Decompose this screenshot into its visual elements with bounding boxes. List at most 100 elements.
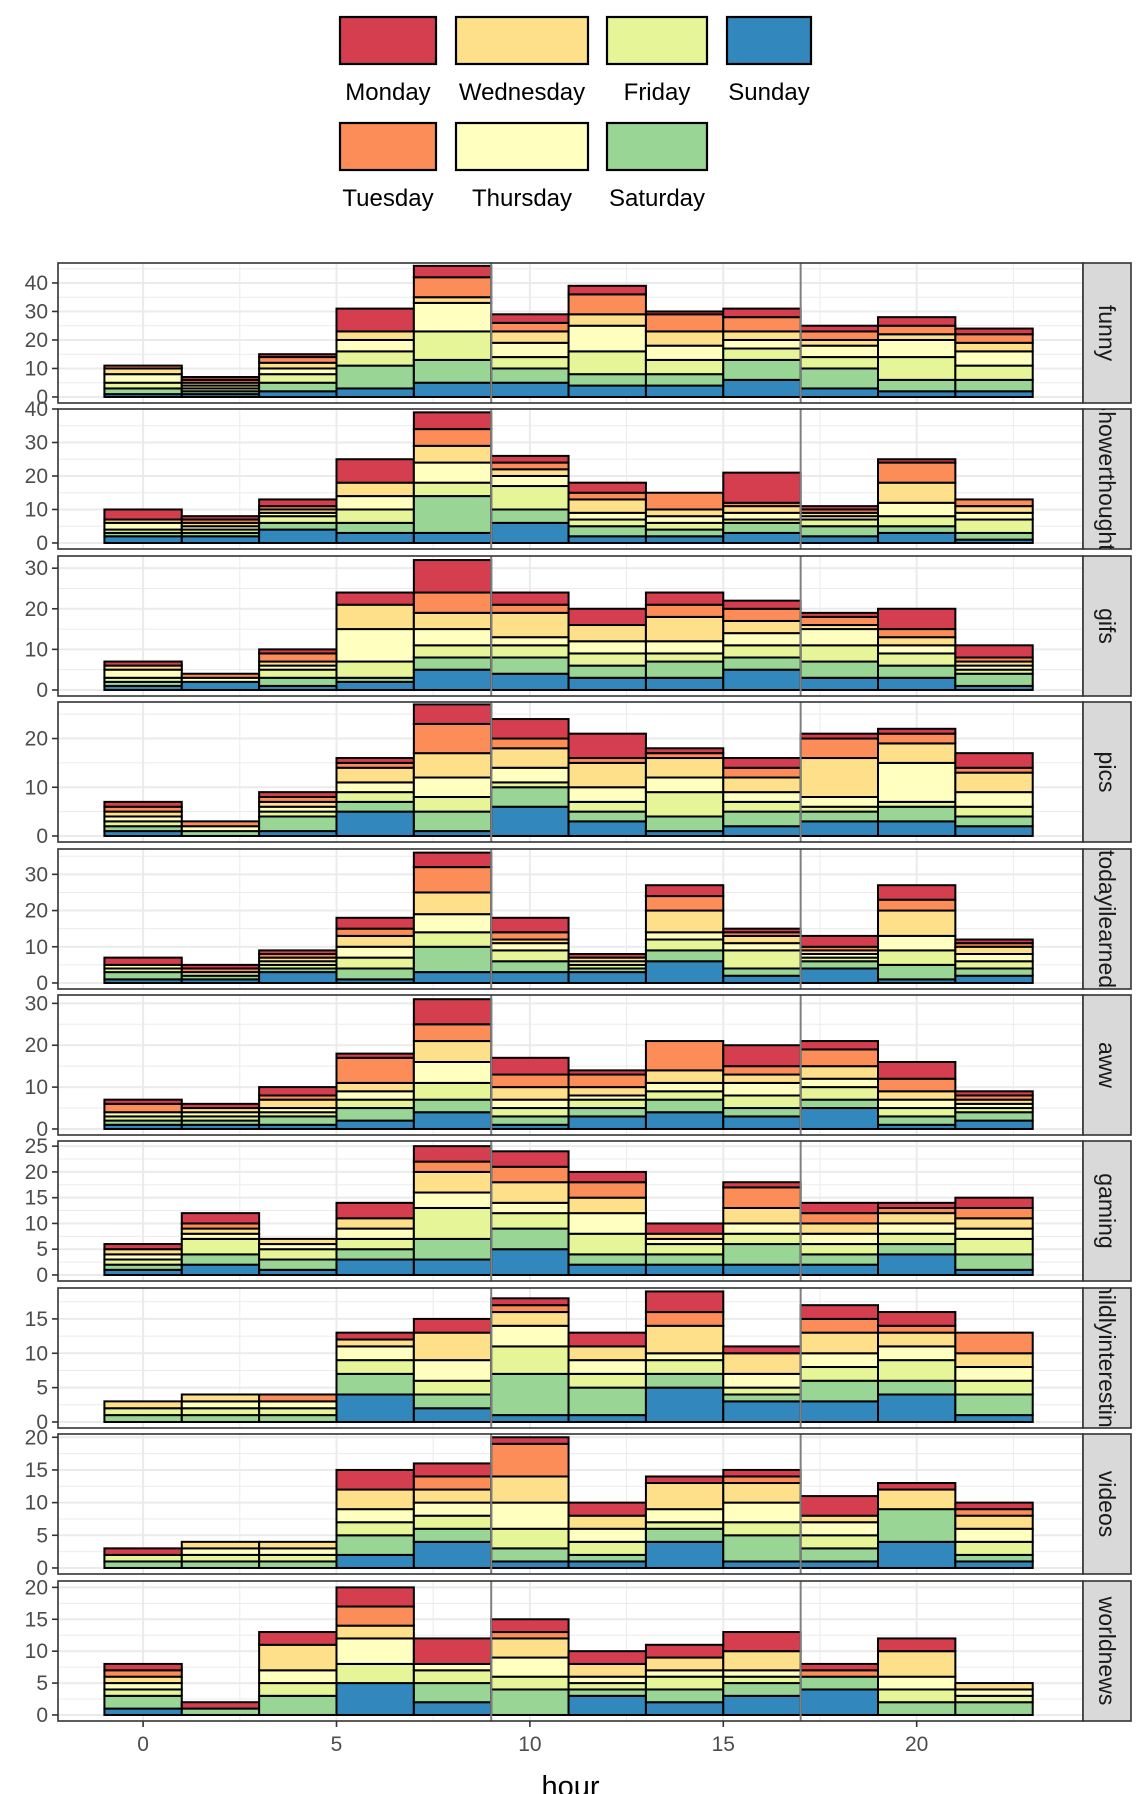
bar-showerthoughts-wednesday-h14 <box>644 508 725 518</box>
bar-showerthoughts-sunday-h2 <box>180 535 261 544</box>
bar-funny-friday-h14 <box>644 358 725 376</box>
bar-gaming-sunday-h20 <box>877 1253 957 1276</box>
bar-todayilearned-wednesday-h16 <box>722 934 802 945</box>
bar-todayilearned-monday-h0 <box>103 956 183 966</box>
bar-mildlyinteresting-wednesday-h16 <box>722 1352 802 1375</box>
x-tick-label: 20 <box>905 1733 928 1756</box>
strip-label-worldnews: worldnews <box>1094 1596 1120 1706</box>
bar-aww-sunday-h12 <box>567 1115 647 1130</box>
y-tick-label: 10 <box>25 1342 48 1365</box>
bar-gifs-tuesday-h16 <box>722 607 802 622</box>
bar-showerthoughts-sunday-h18 <box>799 535 879 544</box>
bar-aww-saturday-h12 <box>567 1107 647 1118</box>
bar-funny-saturday-h6 <box>335 364 415 390</box>
bar-videos-wednesday-h2 <box>180 1540 261 1550</box>
bar-worldnews-friday-h14 <box>644 1675 725 1691</box>
bar-showerthoughts-tuesday-h20 <box>877 461 957 484</box>
bar-funny-tuesday-h12 <box>567 293 647 316</box>
y-tick-label: 5 <box>36 1524 48 1547</box>
legend-label-wednesday: Wednesday <box>459 79 585 106</box>
y-tick-label: 10 <box>25 1076 48 1099</box>
bar-todayilearned-saturday-h22 <box>954 967 1034 977</box>
bar-pics-friday-h16 <box>722 800 802 813</box>
bar-gifs-sunday-h12 <box>567 676 647 691</box>
bar-gifs-thursday-h16 <box>722 632 802 647</box>
bar-showerthoughts-tuesday-h8 <box>412 428 493 447</box>
bar-aww-wednesday-h10 <box>490 1086 570 1101</box>
bar-worldnews-saturday-h22 <box>954 1701 1034 1716</box>
bar-showerthoughts-saturday-h6 <box>335 521 415 534</box>
bar-worldnews-saturday-h14 <box>644 1688 725 1704</box>
bar-funny-friday-h22 <box>954 364 1034 381</box>
legend-key-monday <box>338 15 438 66</box>
bar-gaming-sunday-h6 <box>335 1258 415 1276</box>
bar-worldnews-friday-h8 <box>412 1669 493 1685</box>
bar-gifs-tuesday-h14 <box>644 603 725 618</box>
bar-funny-saturday-h16 <box>722 358 802 381</box>
bar-aww-saturday-h16 <box>722 1107 802 1118</box>
bar-mildlyinteresting-friday-h6 <box>335 1359 415 1375</box>
bar-funny-tuesday-h18 <box>799 330 879 341</box>
bar-todayilearned-wednesday-h14 <box>644 909 725 934</box>
y-tick-label: 25 <box>25 1135 48 1158</box>
bar-funny-tuesday-h0 <box>103 364 183 370</box>
y-tick-label: 20 <box>25 598 48 621</box>
bar-todayilearned-monday-h20 <box>877 884 957 901</box>
bar-aww-saturday-h10 <box>490 1115 570 1126</box>
bar-mildlyinteresting-monday-h18 <box>799 1304 879 1320</box>
bar-pics-sunday-h12 <box>567 820 647 837</box>
bar-pics-saturday-h8 <box>412 810 493 833</box>
bar-gifs-tuesday-h2 <box>180 672 261 679</box>
bar-gifs-saturday-h16 <box>722 656 802 671</box>
bar-mildlyinteresting-wednesday-h12 <box>567 1345 647 1362</box>
bar-aww-sunday-h16 <box>722 1115 802 1130</box>
y-tick-label: 40 <box>25 272 48 295</box>
bar-gaming-thursday-h18 <box>799 1232 879 1246</box>
bar-funny-saturday-h8 <box>412 358 493 384</box>
bar-aww-wednesday-h20 <box>877 1090 957 1101</box>
y-tick-label: 0 <box>36 1264 48 1287</box>
bar-gifs-friday-h6 <box>335 660 415 679</box>
bar-videos-monday-h14 <box>644 1475 725 1485</box>
bar-worldnews-thursday-h20 <box>877 1675 957 1691</box>
bar-mildlyinteresting-monday-h16 <box>722 1345 802 1355</box>
bar-pics-thursday-h10 <box>490 766 570 784</box>
bar-aww-friday-h10 <box>490 1107 570 1118</box>
bar-aww-thursday-h20 <box>877 1098 957 1110</box>
bar-showerthoughts-friday-h10 <box>490 485 570 511</box>
bar-aww-sunday-h22 <box>954 1119 1034 1130</box>
bar-gifs-thursday-h12 <box>567 640 647 655</box>
bar-gaming-friday-h4 <box>258 1248 338 1261</box>
bar-mildlyinteresting-saturday-h12 <box>567 1386 647 1417</box>
bars <box>103 998 1034 1130</box>
bar-mildlyinteresting-wednesday-h8 <box>412 1331 493 1362</box>
bar-funny-monday-h20 <box>877 316 957 327</box>
y-tick-label: 0 <box>36 1411 48 1434</box>
bar-todayilearned-monday-h14 <box>644 884 725 898</box>
y-tick-label: 0 <box>36 1557 48 1580</box>
bar-mildlyinteresting-wednesday-h20 <box>877 1331 957 1348</box>
bar-showerthoughts-wednesday-h22 <box>954 505 1034 514</box>
bar-gifs-monday-h10 <box>490 591 570 606</box>
bar-worldnews-thursday-h4 <box>258 1669 338 1685</box>
bar-todayilearned-saturday-h20 <box>877 963 957 981</box>
bar-showerthoughts-sunday-h4 <box>258 528 338 544</box>
bar-gaming-wednesday-h10 <box>490 1181 570 1204</box>
bar-aww-friday-h12 <box>567 1098 647 1110</box>
bar-showerthoughts-sunday-h6 <box>335 531 415 544</box>
bar-todayilearned-friday-h8 <box>412 931 493 948</box>
bar-funny-friday-h10 <box>490 356 570 370</box>
bar-gaming-friday-h2 <box>180 1237 261 1256</box>
bar-funny-sunday-h18 <box>799 387 879 398</box>
bar-pics-monday-h16 <box>722 757 802 769</box>
bar-pics-sunday-h18 <box>799 820 879 837</box>
bar-mildlyinteresting-friday-h18 <box>799 1366 879 1382</box>
bar-pics-monday-h20 <box>877 727 957 735</box>
bar-showerthoughts-friday-h4 <box>258 515 338 524</box>
bar-gifs-saturday-h12 <box>567 664 647 679</box>
bar-todayilearned-saturday-h16 <box>722 967 802 977</box>
bar-mildlyinteresting-monday-h14 <box>644 1290 725 1314</box>
bar-funny-thursday-h16 <box>722 338 802 350</box>
bar-gaming-friday-h8 <box>412 1206 493 1240</box>
bar-pics-saturday-h6 <box>335 800 415 813</box>
